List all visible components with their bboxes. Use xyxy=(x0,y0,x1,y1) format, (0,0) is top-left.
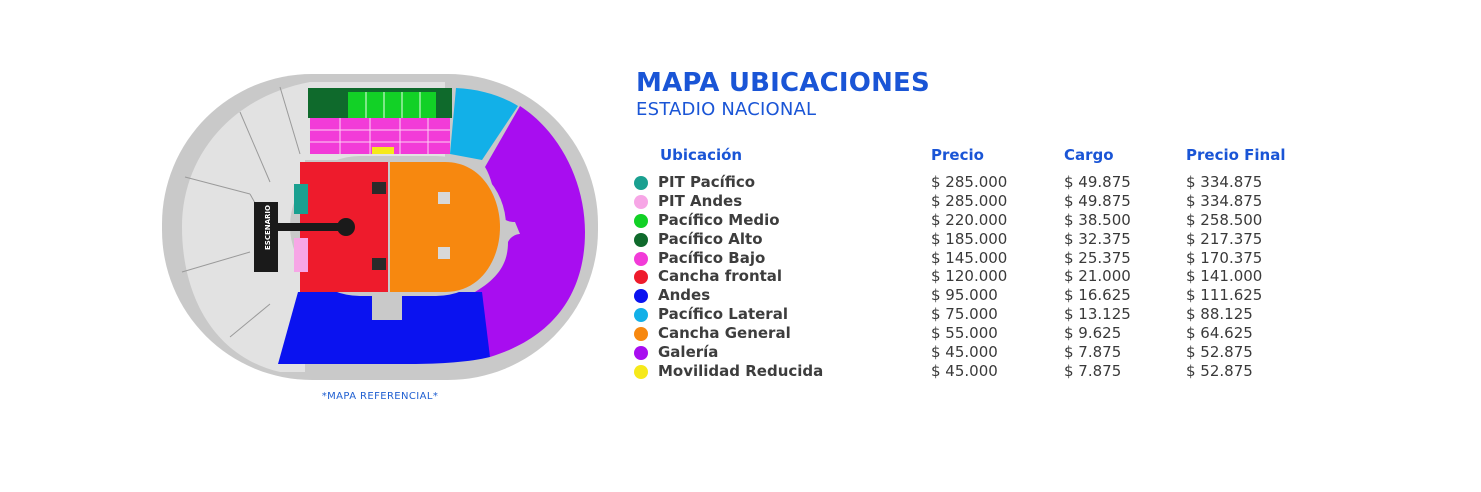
zone-charge: $ 9.625 xyxy=(1064,324,1122,343)
zone-color-dot xyxy=(634,364,648,379)
zone-pit-pacifico xyxy=(294,184,308,214)
zone-price: $ 45.000 xyxy=(931,343,998,362)
page-title: MAPA UBICACIONES xyxy=(636,68,930,98)
zone-color-dot xyxy=(634,270,648,285)
price-row: PIT Pacífico $ 285.000 $ 49.875 $ 334.87… xyxy=(634,173,1334,192)
zone-final-price: $ 217.375 xyxy=(1186,229,1263,248)
zone-name: Andes xyxy=(658,286,711,305)
zone-cancha-general xyxy=(390,162,500,292)
zone-charge: $ 32.375 xyxy=(1064,229,1131,248)
sound-tower-bottom xyxy=(372,258,386,270)
delay-tower-bottom xyxy=(438,247,450,259)
grey-stands-left xyxy=(182,82,445,372)
zone-price: $ 185.000 xyxy=(931,229,1008,248)
zone-charge: $ 7.875 xyxy=(1064,361,1122,380)
zone-name: Movilidad Reducida xyxy=(658,361,824,380)
page-subtitle: ESTADIO NACIONAL xyxy=(636,99,817,120)
price-row: Pacífico Alto $ 185.000 $ 32.375 $ 217.3… xyxy=(634,230,1334,249)
zone-color-dot xyxy=(634,194,648,209)
zone-charge: $ 49.875 xyxy=(1064,191,1131,210)
zone-name: Cancha frontal xyxy=(658,267,783,286)
zone-color-dot xyxy=(634,289,648,304)
price-table: PIT Pacífico $ 285.000 $ 49.875 $ 334.87… xyxy=(634,173,1334,381)
zone-andes xyxy=(278,292,490,364)
zone-pit-andes xyxy=(294,238,308,272)
zone-price: $ 285.000 xyxy=(931,173,1008,191)
price-row: Andes $ 95.000 $ 16.625 $ 111.625 xyxy=(634,286,1334,305)
zone-price: $ 55.000 xyxy=(931,324,998,343)
zone-final-price: $ 52.875 xyxy=(1186,361,1253,380)
zone-name: Galería xyxy=(658,343,719,362)
zone-final-price: $ 64.625 xyxy=(1186,324,1253,343)
zone-color-dot xyxy=(634,346,648,361)
zone-final-price: $ 334.875 xyxy=(1186,191,1263,210)
zone-price: $ 95.000 xyxy=(931,286,998,305)
price-row: Movilidad Reducida $ 45.000 $ 7.875 $ 52… xyxy=(634,362,1334,381)
zone-final-price: $ 258.500 xyxy=(1186,210,1263,229)
zone-final-price: $ 334.875 xyxy=(1186,173,1263,191)
zone-charge: $ 7.875 xyxy=(1064,343,1122,362)
header-price: Precio xyxy=(931,146,984,164)
zone-color-dot xyxy=(634,232,648,247)
zone-final-price: $ 88.125 xyxy=(1186,305,1253,324)
price-row: Cancha frontal $ 120.000 $ 21.000 $ 141.… xyxy=(634,267,1334,286)
price-row: PIT Andes $ 285.000 $ 49.875 $ 334.875 xyxy=(634,192,1334,211)
zone-color-dot xyxy=(634,327,648,342)
zone-charge: $ 21.000 xyxy=(1064,267,1131,286)
price-row: Cancha General $ 55.000 $ 9.625 $ 64.625 xyxy=(634,324,1334,343)
zone-final-price: $ 141.000 xyxy=(1186,267,1263,286)
zone-price: $ 220.000 xyxy=(931,210,1008,229)
zone-charge: $ 49.875 xyxy=(1064,173,1131,191)
delay-tower-top xyxy=(438,192,450,204)
zone-color-dot xyxy=(634,176,648,190)
zone-name: Cancha General xyxy=(658,324,791,343)
b-stage xyxy=(337,218,355,236)
zone-charge: $ 16.625 xyxy=(1064,286,1131,305)
zone-galeria xyxy=(475,106,585,357)
map-note: *MAPA REFERENCIAL* xyxy=(321,391,439,402)
zone-final-price: $ 170.375 xyxy=(1186,248,1263,267)
catwalk xyxy=(276,223,346,231)
zone-name: PIT Pacífico xyxy=(658,173,756,191)
header-location: Ubicación xyxy=(660,146,743,164)
stage-label: ESCENARIO xyxy=(264,205,272,250)
zone-price: $ 120.000 xyxy=(931,267,1008,286)
zone-movilidad-reducida xyxy=(372,147,394,154)
price-row: Galería $ 45.000 $ 7.875 $ 52.875 xyxy=(634,343,1334,362)
zone-price: $ 145.000 xyxy=(931,248,1008,267)
zone-charge: $ 38.500 xyxy=(1064,210,1131,229)
zone-name: Pacífico Lateral xyxy=(658,305,788,324)
zone-charge: $ 13.125 xyxy=(1064,305,1131,324)
zone-color-dot xyxy=(634,251,648,266)
zone-pacifico-lateral xyxy=(450,88,518,160)
zone-charge: $ 25.375 xyxy=(1064,248,1131,267)
zone-price: $ 45.000 xyxy=(931,361,998,380)
field-exit xyxy=(372,292,402,320)
zone-name: Pacífico Medio xyxy=(658,210,780,229)
zone-final-price: $ 52.875 xyxy=(1186,343,1253,362)
sound-tower-top xyxy=(372,182,386,194)
zone-name: Pacífico Bajo xyxy=(658,248,766,267)
price-row: Pacífico Medio $ 220.000 $ 38.500 $ 258.… xyxy=(634,211,1334,230)
zone-name: PIT Andes xyxy=(658,191,743,210)
header-charge: Cargo xyxy=(1064,146,1114,164)
zone-pacifico-medio xyxy=(348,92,436,118)
price-row: Pacífico Lateral $ 75.000 $ 13.125 $ 88.… xyxy=(634,305,1334,324)
zone-name: Pacífico Alto xyxy=(658,229,763,248)
header-final-price: Precio Final xyxy=(1186,146,1286,164)
zone-color-dot xyxy=(634,213,648,228)
zone-color-dot xyxy=(634,308,648,323)
stadium-map: ESCENARIO xyxy=(160,72,600,384)
zone-price: $ 285.000 xyxy=(931,191,1008,210)
zone-price: $ 75.000 xyxy=(931,305,998,324)
zone-final-price: $ 111.625 xyxy=(1186,286,1263,305)
stage xyxy=(254,202,278,272)
price-row: Pacífico Bajo $ 145.000 $ 25.375 $ 170.3… xyxy=(634,249,1334,268)
